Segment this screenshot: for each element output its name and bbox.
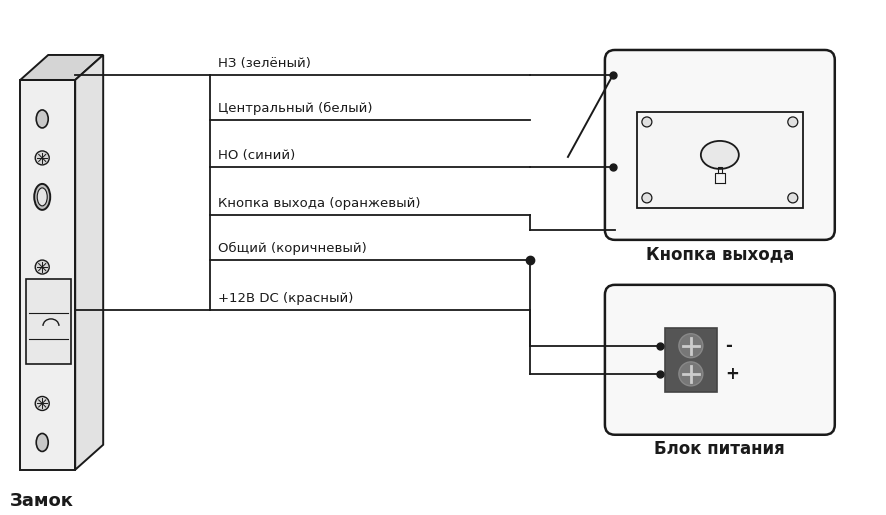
Circle shape bbox=[787, 193, 797, 203]
Text: Замок: Замок bbox=[11, 492, 74, 510]
Circle shape bbox=[678, 362, 702, 386]
Polygon shape bbox=[20, 55, 103, 80]
Ellipse shape bbox=[36, 434, 48, 452]
Text: Общий (коричневый): Общий (коричневый) bbox=[218, 242, 367, 255]
Text: Кнопка выхода (оранжевый): Кнопка выхода (оранжевый) bbox=[218, 197, 420, 210]
FancyBboxPatch shape bbox=[604, 50, 834, 240]
Text: -: - bbox=[724, 337, 731, 355]
Circle shape bbox=[641, 193, 651, 203]
Bar bbox=[20, 80, 75, 470]
Text: Блок питания: Блок питания bbox=[654, 440, 784, 458]
Ellipse shape bbox=[700, 141, 738, 169]
Text: Центральный (белый): Центральный (белый) bbox=[218, 102, 372, 115]
Circle shape bbox=[641, 117, 651, 127]
Circle shape bbox=[678, 334, 702, 358]
Bar bbox=[664, 328, 716, 392]
Text: Кнопка выхода: Кнопка выхода bbox=[645, 245, 793, 263]
Ellipse shape bbox=[36, 110, 48, 128]
Circle shape bbox=[787, 117, 797, 127]
Text: +: + bbox=[724, 365, 738, 383]
Text: +12В DC (красный): +12В DC (красный) bbox=[218, 292, 354, 305]
Bar bbox=[636, 112, 802, 208]
Circle shape bbox=[35, 397, 49, 410]
Polygon shape bbox=[75, 55, 103, 470]
Text: НО (синий): НО (синий) bbox=[218, 149, 295, 162]
Bar bbox=[27, 279, 71, 365]
Circle shape bbox=[35, 151, 49, 165]
Ellipse shape bbox=[37, 188, 47, 206]
FancyBboxPatch shape bbox=[604, 285, 834, 435]
Ellipse shape bbox=[35, 184, 51, 210]
Circle shape bbox=[35, 260, 49, 274]
Text: НЗ (зелёный): НЗ (зелёный) bbox=[218, 57, 311, 70]
